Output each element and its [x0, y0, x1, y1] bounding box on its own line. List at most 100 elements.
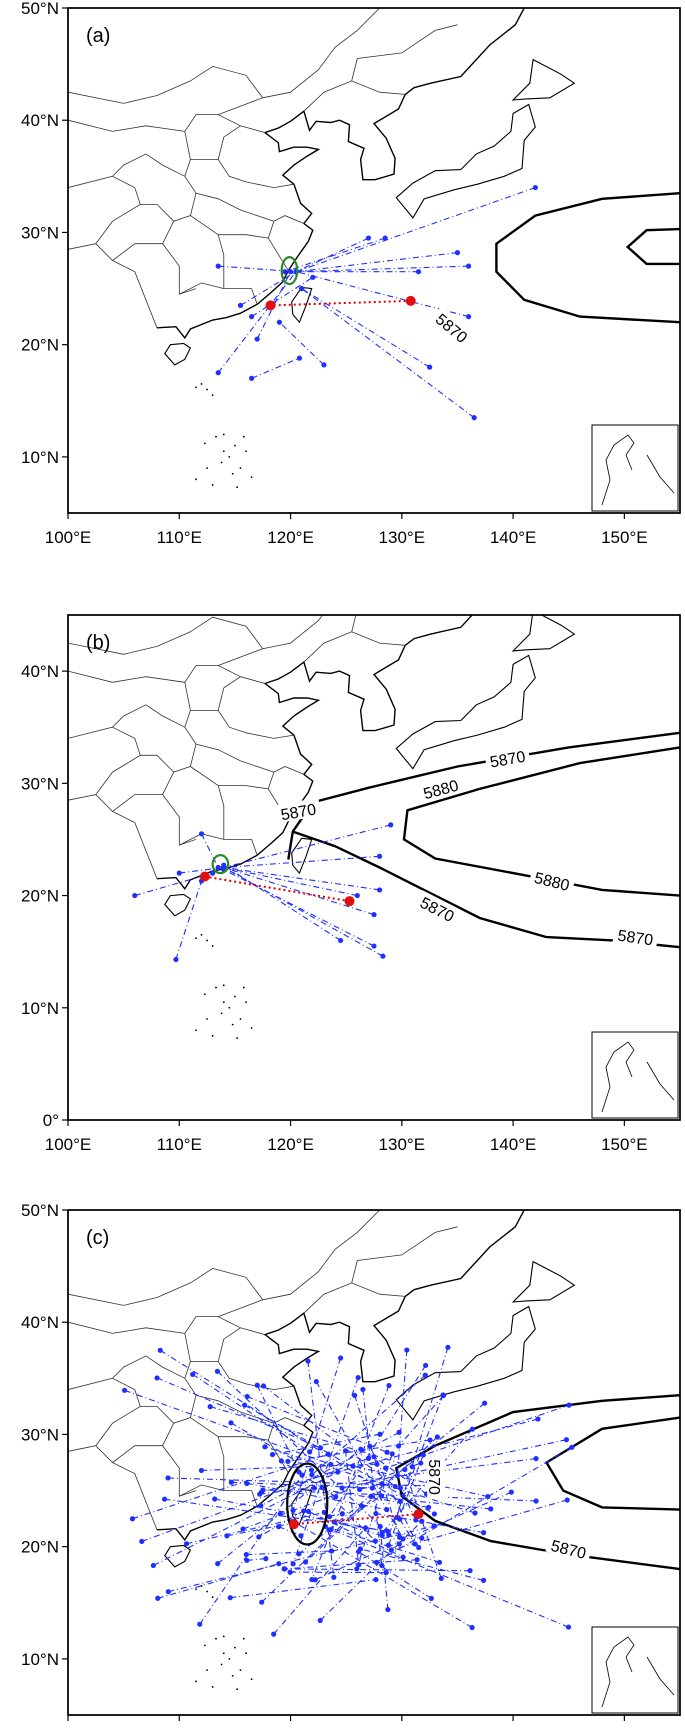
geopotential-contour [544, 1416, 680, 1511]
x-tick-label: 140°E [490, 1135, 537, 1154]
track-point [263, 1556, 269, 1562]
island-dot [245, 1652, 247, 1655]
island-dot [195, 1680, 197, 1683]
island-dot [239, 467, 242, 470]
track-line [246, 1558, 266, 1561]
track-line [370, 1495, 491, 1510]
track-line [223, 866, 375, 916]
track-point [305, 1508, 312, 1514]
island-dot [215, 1637, 217, 1640]
landfall-ellipse [286, 1462, 329, 1546]
track-line [396, 1347, 449, 1518]
track-point [214, 1368, 221, 1374]
track-line [308, 1510, 404, 1558]
inset-map [591, 1626, 679, 1714]
track-point [359, 1503, 365, 1509]
island-dot [231, 1023, 234, 1026]
track-line [396, 1349, 408, 1476]
inset-coastline [601, 1041, 635, 1113]
island-dot [250, 476, 253, 478]
track-line [179, 866, 224, 874]
track-point [165, 1589, 171, 1595]
contour-label-bg [427, 1455, 446, 1500]
track-point [360, 1386, 366, 1393]
island-dot [195, 1029, 197, 1032]
track-point [354, 1566, 360, 1572]
track-line [217, 1370, 400, 1545]
track-point [376, 887, 383, 893]
track-line [175, 880, 203, 960]
mean-track [270, 299, 411, 307]
track-point [254, 1382, 260, 1388]
province-border [267, 766, 305, 790]
province-border [267, 215, 305, 239]
track-point [129, 1516, 136, 1522]
province-border [217, 125, 266, 160]
track-point [328, 1461, 334, 1467]
track-line [278, 1526, 302, 1537]
mean-track [293, 1513, 419, 1526]
track-point [302, 1559, 309, 1565]
hokkaido-outline [511, 58, 576, 101]
track-line [223, 855, 380, 869]
province-border [112, 726, 141, 756]
track-line [290, 1571, 387, 1574]
province-border [112, 1377, 141, 1407]
track-point [262, 1444, 268, 1450]
track-point [383, 1570, 389, 1576]
track-point [157, 1347, 163, 1353]
track-line [251, 357, 300, 379]
province-border [217, 676, 266, 711]
track-line [279, 321, 325, 366]
track-line [298, 1402, 485, 1555]
track-point [465, 263, 472, 269]
track-point [384, 1528, 390, 1534]
track-line [258, 1510, 304, 1538]
track-line [223, 867, 384, 957]
inset-map [591, 1031, 679, 1119]
province-border [351, 24, 458, 81]
track-line [223, 866, 380, 891]
contour-label-bg [274, 797, 322, 824]
track-line [341, 1439, 567, 1489]
province-border [351, 615, 357, 632]
island-dot [222, 1001, 225, 1004]
track-line [272, 1433, 381, 1456]
track-line [301, 288, 475, 419]
island-dot [220, 1663, 223, 1666]
track-point [254, 336, 260, 342]
island-dot [203, 993, 206, 996]
x-tick-label: 120°E [267, 1135, 314, 1154]
island-dot [195, 478, 197, 481]
track-point [445, 1344, 451, 1350]
track-point [396, 1534, 403, 1540]
track-point [402, 1466, 408, 1473]
track-point [358, 1446, 364, 1452]
island-dot [215, 986, 217, 989]
inset-coastline [646, 454, 675, 494]
track-line [399, 1518, 416, 1545]
contour-label-bg [484, 744, 531, 771]
track-line [358, 1551, 432, 1599]
track-point [215, 864, 221, 871]
contour-label: 5870 [489, 749, 527, 772]
province-border [112, 175, 141, 205]
island-dot [215, 435, 217, 438]
track-point [382, 235, 388, 241]
track-line [124, 1389, 331, 1465]
track-line [329, 1365, 427, 1517]
track-point [481, 1530, 487, 1536]
island-dot [220, 461, 223, 464]
track-line [141, 1457, 369, 1542]
track-point [564, 1497, 570, 1503]
track-point [299, 1472, 305, 1478]
track-point [365, 235, 372, 241]
track-point [215, 370, 221, 376]
panel-frame [67, 7, 681, 514]
track-point [244, 1480, 250, 1487]
track-point [285, 1458, 291, 1464]
track-line [261, 1418, 539, 1493]
track-point [418, 1460, 424, 1466]
track-point [384, 1506, 390, 1513]
